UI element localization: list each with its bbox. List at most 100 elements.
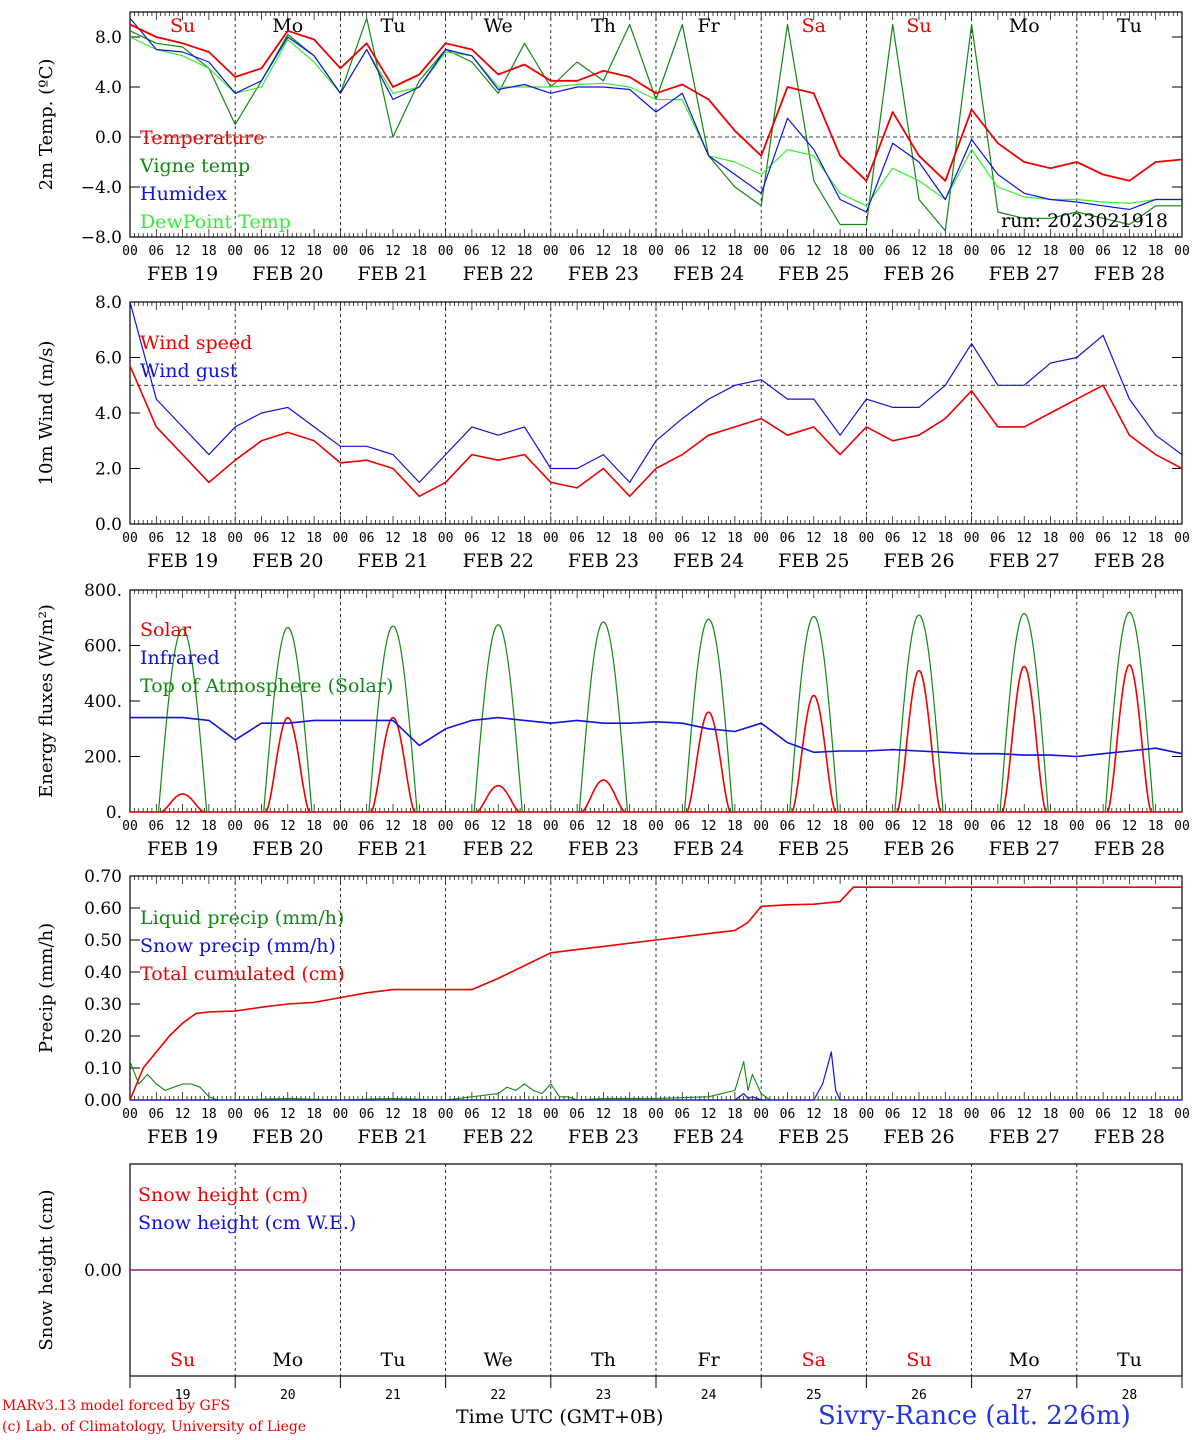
hour-tick-label: 06 (359, 819, 375, 834)
hour-tick-label: 18 (411, 819, 427, 834)
hour-tick-label: 18 (201, 1107, 217, 1122)
hour-tick-label: 00 (227, 1107, 243, 1122)
hour-tick-label: 06 (148, 819, 164, 834)
hour-tick-label: 12 (911, 1107, 927, 1122)
hour-tick-label: 18 (517, 819, 533, 834)
date-label: FEB 21 (357, 550, 428, 572)
hour-tick-label: 06 (990, 244, 1006, 259)
hour-tick-label: 06 (254, 244, 270, 259)
hour-tick-label: 12 (175, 531, 191, 546)
date-label: FEB 23 (568, 550, 639, 572)
hour-tick-label: 06 (359, 244, 375, 259)
day-number-label: 21 (385, 1388, 401, 1403)
hour-tick-label: 12 (806, 531, 822, 546)
hour-tick-label: 00 (964, 531, 980, 546)
y-tick-label: 0.0 (95, 128, 122, 148)
legend-entry: Humidex (140, 183, 227, 205)
date-label: FEB 22 (463, 550, 534, 572)
hour-tick-label: 06 (1095, 819, 1111, 834)
hour-tick-label: 18 (622, 819, 638, 834)
hour-tick-label: 06 (674, 1107, 690, 1122)
date-label: FEB 28 (1094, 550, 1165, 572)
day-number-label: 28 (1122, 1388, 1138, 1403)
weekday-label: Sa (802, 1349, 826, 1371)
hour-tick-label: 00 (648, 244, 664, 259)
series-line-solar (896, 669, 942, 813)
day-number-label: 22 (490, 1388, 506, 1403)
hour-tick-label: 12 (701, 1107, 717, 1122)
hour-tick-label: 12 (1016, 244, 1032, 259)
weekday-label: Mo (272, 15, 303, 37)
hour-tick-label: 00 (753, 244, 769, 259)
hour-tick-label: 12 (385, 244, 401, 259)
date-label: FEB 21 (357, 838, 428, 860)
date-label: FEB 20 (252, 550, 323, 572)
hour-tick-label: 00 (122, 531, 138, 546)
date-label: FEB 25 (778, 1126, 849, 1148)
weekday-label: Th (591, 15, 616, 37)
hour-tick-label: 06 (885, 531, 901, 546)
hour-tick-label: 12 (1016, 531, 1032, 546)
hour-tick-label: 00 (859, 531, 875, 546)
weekday-label: Mo (272, 1349, 303, 1371)
hour-tick-label: 12 (1122, 819, 1138, 834)
hour-tick-label: 18 (622, 1107, 638, 1122)
series-line-solar (265, 716, 311, 813)
hour-tick-label: 00 (1069, 531, 1085, 546)
hour-tick-label: 06 (569, 531, 585, 546)
date-label: FEB 25 (778, 550, 849, 572)
legend-entry: Wind speed (140, 332, 252, 354)
y-tick-label: −8.0 (81, 228, 122, 248)
y-tick-label: 0.00 (84, 1091, 122, 1111)
date-label: FEB 27 (989, 838, 1060, 860)
y-tick-label: 2.0 (95, 460, 122, 480)
weekday-label: Fr (697, 1349, 720, 1371)
x-axis-title: Time UTC (GMT+0B) (456, 1406, 664, 1428)
hour-tick-label: 12 (806, 1107, 822, 1122)
weekday-label: Mo (1009, 1349, 1040, 1371)
hour-tick-label: 00 (964, 1107, 980, 1122)
hour-tick-label: 12 (175, 1107, 191, 1122)
hour-tick-label: 12 (1122, 531, 1138, 546)
hour-tick-label: 12 (490, 819, 506, 834)
day-number-label: 24 (701, 1388, 717, 1403)
hour-tick-label: 18 (832, 819, 848, 834)
hour-tick-label: 12 (596, 531, 612, 546)
hour-tick-label: 18 (201, 244, 217, 259)
hour-tick-label: 00 (859, 819, 875, 834)
series-line-solar (476, 784, 521, 813)
hour-tick-label: 12 (1016, 819, 1032, 834)
y-tick-label: 8.0 (95, 293, 122, 313)
series-line-toa-solar (578, 621, 629, 813)
hour-tick-label: 18 (517, 1107, 533, 1122)
hour-tick-label: 12 (1122, 1107, 1138, 1122)
date-label: FEB 27 (989, 263, 1060, 285)
hour-tick-label: 06 (569, 819, 585, 834)
y-axis-label: Precip (mm/h) (36, 923, 57, 1053)
hour-tick-label: 18 (937, 819, 953, 834)
hour-tick-label: 06 (254, 819, 270, 834)
hour-tick-label: 00 (438, 244, 454, 259)
hour-tick-label: 12 (701, 244, 717, 259)
series-line-solar (1106, 664, 1153, 813)
date-label: FEB 19 (147, 263, 218, 285)
y-axis-label: Snow height (cm) (36, 1189, 57, 1350)
hour-tick-label: 18 (306, 1107, 322, 1122)
station-title: Sivry-Rance (alt. 226m) (818, 1401, 1131, 1431)
date-label: FEB 19 (147, 550, 218, 572)
hour-tick-label: 12 (911, 244, 927, 259)
hour-tick-label: 12 (280, 244, 296, 259)
day-number-label: 20 (280, 1388, 296, 1403)
hour-tick-label: 18 (1043, 819, 1059, 834)
hour-tick-label: 00 (1174, 1107, 1190, 1122)
hour-tick-label: 06 (464, 244, 480, 259)
y-tick-label: 8.0 (95, 28, 122, 48)
y-tick-label: 4.0 (95, 404, 122, 424)
hour-tick-label: 12 (175, 819, 191, 834)
hour-tick-label: 18 (622, 531, 638, 546)
legend-entry: Liquid precip (mm/h) (140, 907, 344, 929)
hour-tick-label: 00 (438, 1107, 454, 1122)
hour-tick-label: 12 (1016, 1107, 1032, 1122)
date-label: FEB 24 (673, 1126, 744, 1148)
